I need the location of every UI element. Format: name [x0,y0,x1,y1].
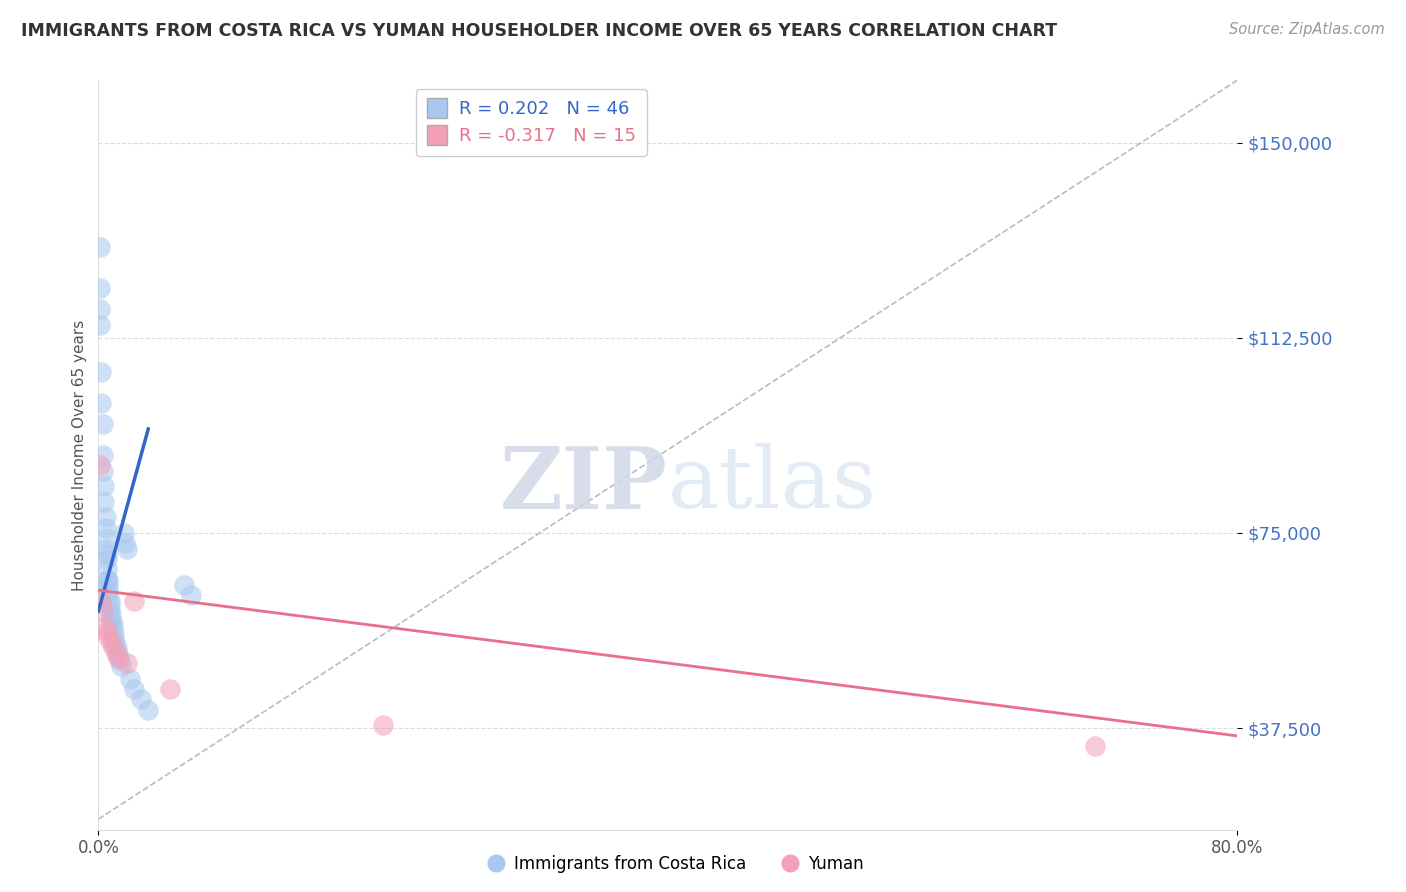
Point [1084,739,1107,754]
Point [96,562,118,576]
Y-axis label: Householder Income Over 65 years: Householder Income Over 65 years [72,319,87,591]
Point [115,541,138,556]
Point [173,578,195,592]
Point [107,648,129,663]
Point [122,681,145,696]
Point [100,609,122,624]
Point [96,624,118,639]
Point [97,573,120,587]
Point [93,494,115,508]
Point [104,646,127,660]
Text: ZIP: ZIP [501,443,668,527]
Point [94,510,117,524]
Point [105,643,128,657]
Point [94,619,117,633]
Point [180,589,202,603]
Point [96,573,118,587]
Point [136,703,159,717]
Point [98,604,121,618]
Point [97,583,120,598]
Point [91,417,114,431]
Point [118,672,141,686]
Point [159,681,181,696]
Point [97,630,120,644]
Point [91,448,114,462]
Point [90,365,112,379]
Point [129,692,152,706]
Point [89,281,111,295]
Legend: Immigrants from Costa Rica, Yuman: Immigrants from Costa Rica, Yuman [479,848,870,880]
Point [89,302,111,317]
Point [101,622,124,636]
Point [97,589,120,603]
Point [91,604,114,618]
Point [115,656,138,670]
Point [94,541,117,556]
Point [89,458,111,473]
Point [91,464,114,478]
Point [97,578,120,592]
Point [373,718,395,732]
Point [98,599,121,613]
Point [110,658,132,673]
Point [114,536,136,550]
Text: Source: ZipAtlas.com: Source: ZipAtlas.com [1229,22,1385,37]
Point [90,593,112,607]
Text: IMMIGRANTS FROM COSTA RICA VS YUMAN HOUSEHOLDER INCOME OVER 65 YEARS CORRELATION: IMMIGRANTS FROM COSTA RICA VS YUMAN HOUS… [21,22,1057,40]
Point [100,635,122,649]
Point [96,552,118,566]
Point [93,479,115,493]
Point [94,521,117,535]
Point [89,318,111,332]
Point [90,396,112,410]
Point [104,638,127,652]
Point [107,651,129,665]
Point [101,640,124,655]
Point [103,627,125,641]
Point [100,615,122,629]
Point [96,547,118,561]
Text: atlas: atlas [668,443,877,526]
Legend: R = 0.202   N = 46, R = -0.317   N = 15: R = 0.202 N = 46, R = -0.317 N = 15 [416,89,647,156]
Point [94,531,117,545]
Point [98,593,121,607]
Point [103,632,125,647]
Point [89,240,111,254]
Point [101,617,124,632]
Point [112,526,135,541]
Point [108,653,131,667]
Point [122,593,145,607]
